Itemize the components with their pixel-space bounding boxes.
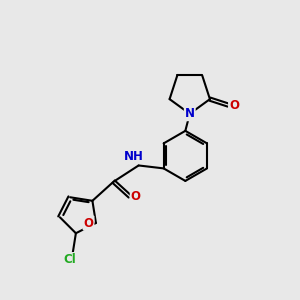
Text: O: O — [229, 98, 239, 112]
Text: O: O — [84, 217, 94, 230]
Text: N: N — [185, 107, 195, 120]
Text: Cl: Cl — [63, 253, 76, 266]
Text: NH: NH — [124, 150, 144, 163]
Text: O: O — [131, 190, 141, 203]
